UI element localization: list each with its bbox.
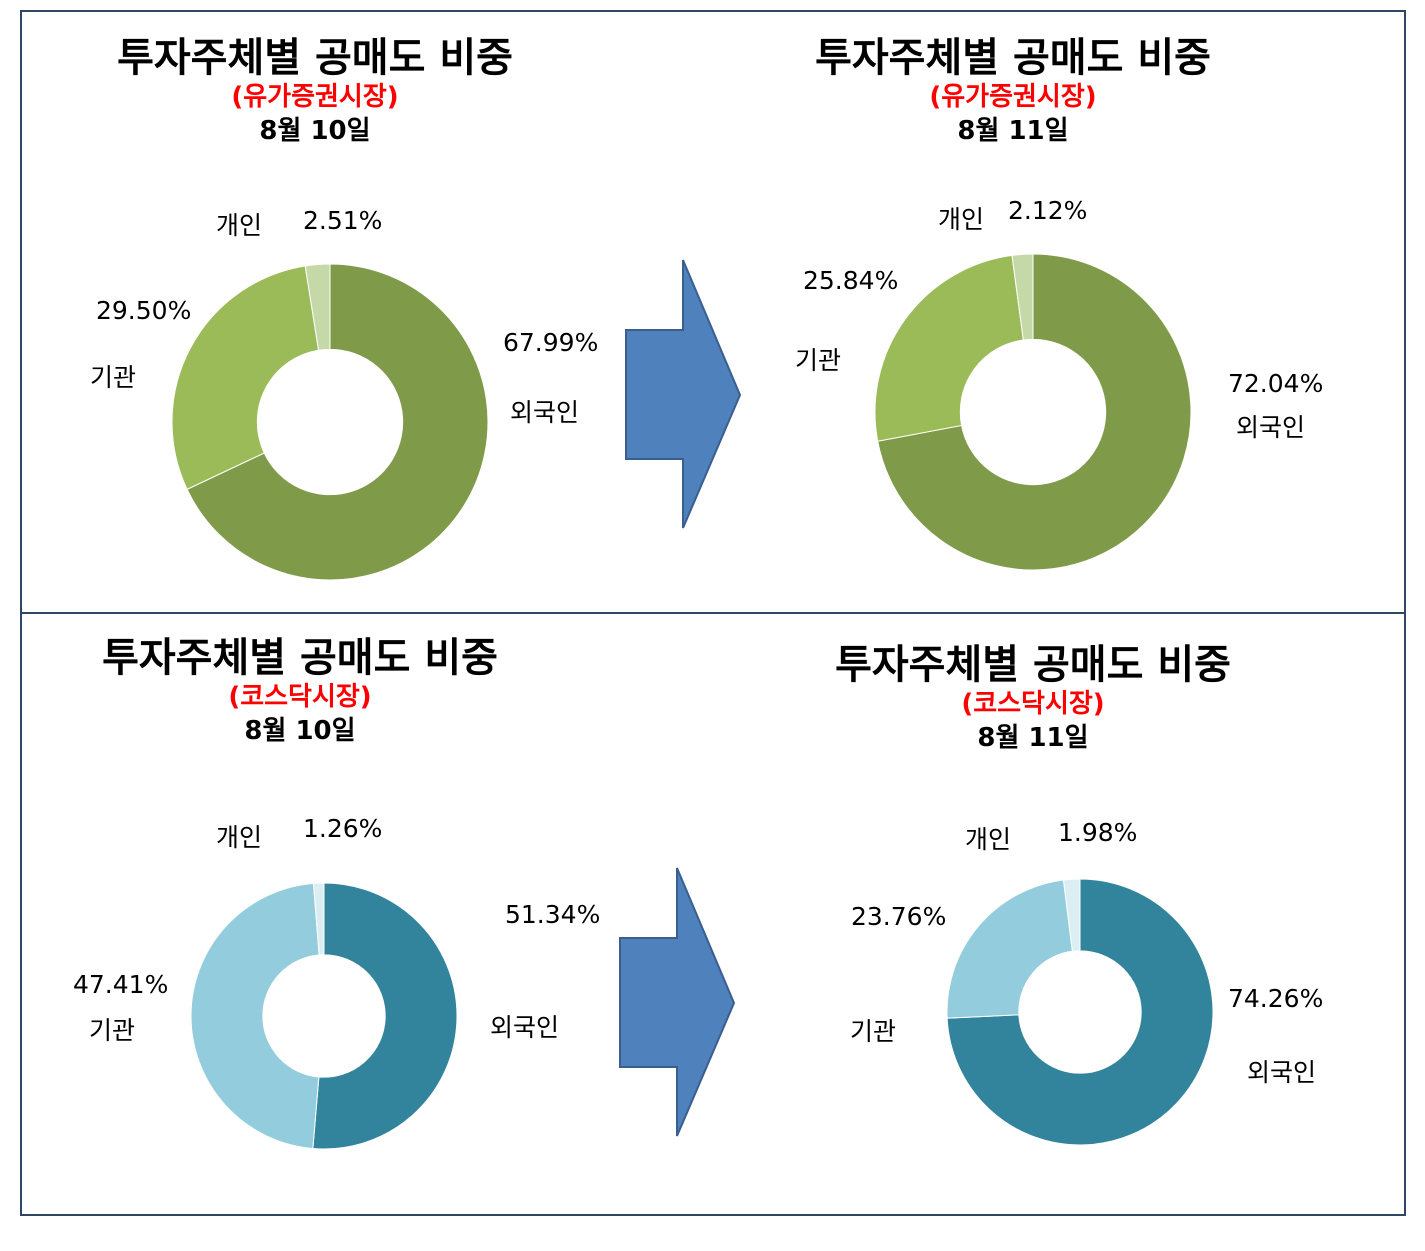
section-divider bbox=[20, 612, 1406, 614]
chart-title: 투자주체별 공매도 비중 bbox=[815, 35, 1211, 81]
chart-date: 8월 11일 bbox=[957, 116, 1069, 146]
legend-label-foreign: 외국인 bbox=[510, 398, 580, 427]
legend-label-foreign: 외국인 bbox=[1247, 1058, 1317, 1087]
chart-subtitle: (코스닥시장) bbox=[961, 689, 1105, 719]
value-label-institution: 29.50% bbox=[96, 296, 192, 325]
legend-label-institution: 기관 bbox=[90, 363, 137, 392]
donut-chart bbox=[190, 882, 458, 1150]
slice-foreign bbox=[312, 882, 458, 1150]
arrow-shape bbox=[625, 259, 742, 529]
donut-chart bbox=[946, 878, 1214, 1146]
slice-institution bbox=[171, 265, 320, 491]
legend-label-foreign: 외국인 bbox=[490, 1013, 560, 1042]
legend-label-institution: 기관 bbox=[795, 346, 842, 375]
legend-label-retail: 개인 bbox=[965, 825, 1012, 854]
value-label-foreign: 51.34% bbox=[505, 900, 601, 929]
legend-label-retail: 개인 bbox=[216, 211, 263, 240]
value-label-retail: 1.26% bbox=[303, 814, 383, 843]
chart-date: 8월 10일 bbox=[244, 716, 356, 746]
chart-title-block: 투자주체별 공매도 비중 (코스닥시장) 8월 11일 bbox=[833, 645, 1233, 751]
value-label-foreign: 74.26% bbox=[1228, 984, 1324, 1013]
value-label-retail: 1.98% bbox=[1058, 818, 1138, 847]
chart-subtitle: (코스닥시장) bbox=[228, 682, 372, 712]
value-label-institution: 23.76% bbox=[851, 902, 947, 931]
chart-title: 투자주체별 공매도 비중 bbox=[117, 35, 513, 81]
legend-label-retail: 개인 bbox=[938, 205, 985, 234]
chart-subtitle: (유가증권시장) bbox=[929, 82, 1097, 112]
value-label-foreign: 67.99% bbox=[503, 328, 599, 357]
value-label-retail: 2.12% bbox=[1008, 196, 1088, 225]
donut-chart bbox=[874, 253, 1192, 571]
legend-label-foreign: 외국인 bbox=[1236, 413, 1306, 442]
chart-title-block: 투자주체별 공매도 비중 (유가증권시장) 8월 11일 bbox=[813, 38, 1213, 144]
right-arrow-icon bbox=[625, 259, 742, 529]
slice-foreign bbox=[186, 263, 489, 581]
legend-label-retail: 개인 bbox=[216, 823, 263, 852]
slice-retail bbox=[312, 882, 325, 956]
chart-subtitle: (유가증권시장) bbox=[231, 82, 399, 112]
slice-foreign bbox=[946, 878, 1214, 1146]
legend-label-institution: 기관 bbox=[89, 1016, 136, 1045]
slice-retail bbox=[1062, 878, 1081, 952]
slice-institution bbox=[190, 882, 320, 1150]
chart-title-block: 투자주체별 공매도 비중 (코스닥시장) 8월 10일 bbox=[100, 638, 500, 744]
right-arrow-icon bbox=[619, 867, 736, 1137]
value-label-institution: 25.84% bbox=[803, 266, 899, 295]
value-label-institution: 47.41% bbox=[73, 970, 169, 999]
value-label-retail: 2.51% bbox=[303, 206, 383, 235]
donut-chart bbox=[171, 263, 489, 581]
value-label-foreign: 72.04% bbox=[1228, 369, 1324, 398]
legend-label-institution: 기관 bbox=[850, 1017, 897, 1046]
chart-date: 8월 10일 bbox=[259, 116, 371, 146]
chart-title: 투자주체별 공매도 비중 bbox=[102, 635, 498, 681]
slice-institution bbox=[874, 254, 1024, 442]
chart-title: 투자주체별 공매도 비중 bbox=[835, 642, 1231, 688]
slice-foreign bbox=[877, 253, 1192, 571]
slice-institution bbox=[946, 879, 1073, 1019]
arrow-shape bbox=[619, 867, 736, 1137]
chart-date: 8월 11일 bbox=[977, 723, 1089, 753]
slice-retail bbox=[304, 263, 331, 351]
chart-title-block: 투자주체별 공매도 비중 (유가증권시장) 8월 10일 bbox=[115, 38, 515, 144]
slice-retail bbox=[1011, 253, 1034, 341]
